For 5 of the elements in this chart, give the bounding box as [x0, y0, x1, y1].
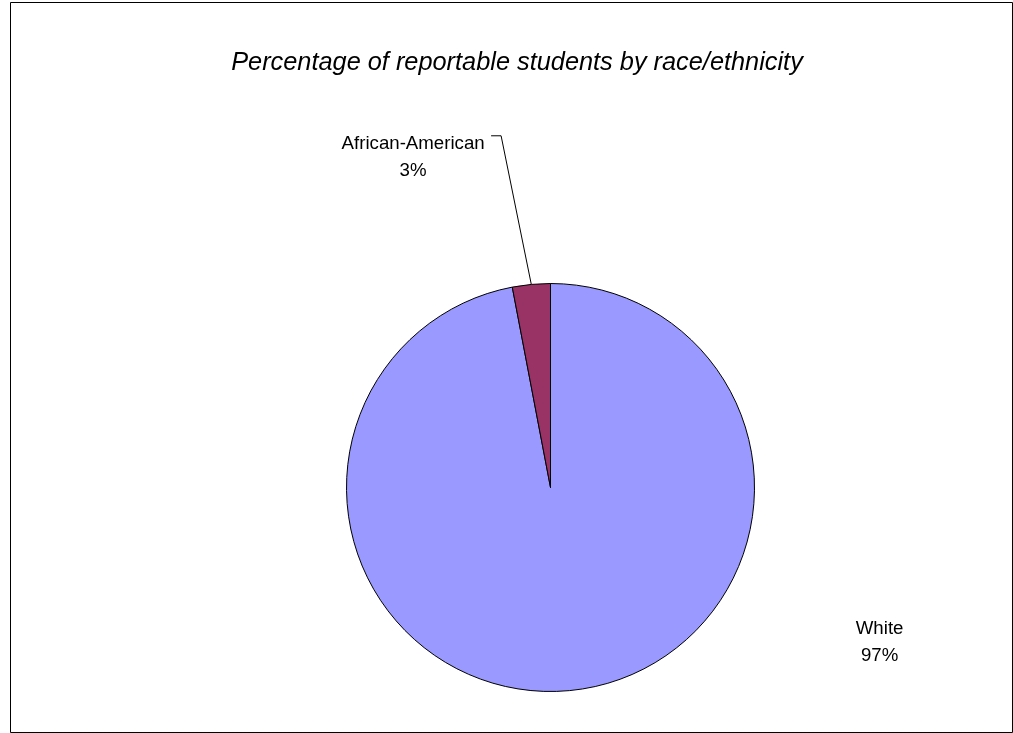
- data-label: 97%: [860, 644, 899, 666]
- chart-title: Percentage of reportable students by race/ethnicity: [231, 46, 805, 75]
- slice-label: African-American: [341, 131, 485, 153]
- data-label: 3%: [399, 158, 427, 180]
- slice-label: White: [855, 616, 904, 638]
